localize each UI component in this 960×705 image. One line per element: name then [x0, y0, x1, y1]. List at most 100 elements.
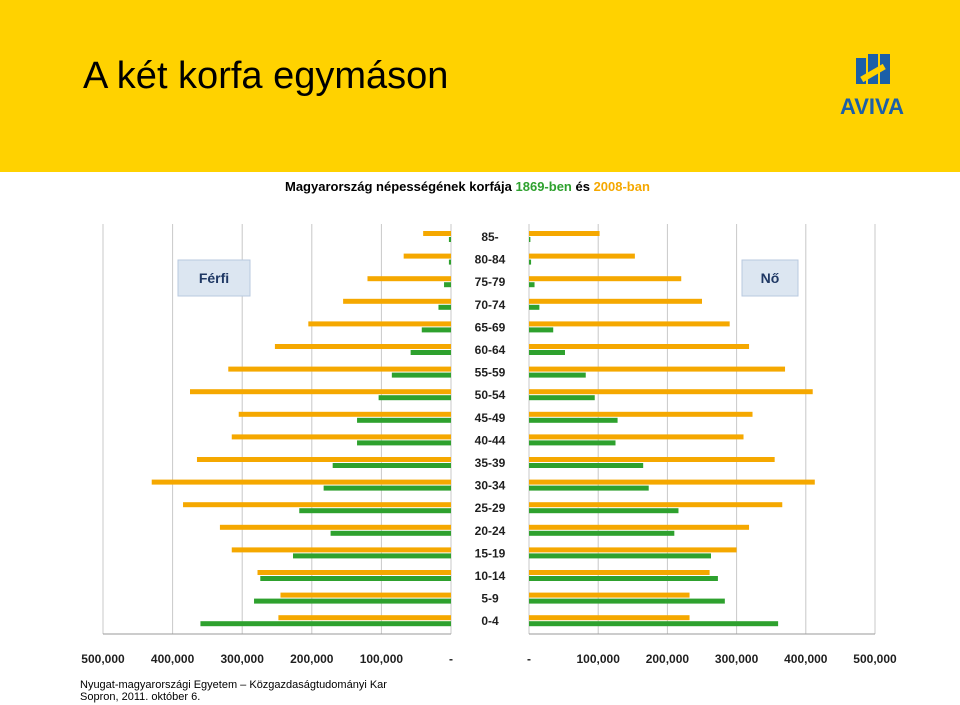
bar-1869-female-70-74 — [529, 304, 540, 310]
bar-2008-male-70-74 — [343, 298, 451, 304]
footer-institution: Nyugat-magyarországi Egyetem – Közgazdas… — [80, 679, 387, 691]
age-label: 45-49 — [475, 411, 506, 425]
bar-2008-female-40-44 — [529, 434, 744, 440]
bar-1869-female-20-24 — [529, 530, 675, 536]
chart-title: Magyarország népességének korfája 1869-b… — [285, 179, 650, 194]
x-tick-label-right: 400,000 — [784, 652, 828, 666]
bar-1869-male-40-44 — [357, 440, 451, 446]
bar-1869-male-35-39 — [332, 463, 451, 468]
x-tick-label-left: 500,000 — [81, 652, 125, 666]
bar-1869-female-85- — [529, 237, 531, 242]
bar-1869-female-15-19 — [529, 553, 711, 559]
footer-place-date: Sopron, 2011. október 6. — [80, 691, 201, 703]
bar-1869-male-45-49 — [357, 417, 451, 423]
age-label: 55-59 — [475, 366, 506, 380]
population-pyramid-chart: Magyarország népességének korfája 1869-b… — [60, 172, 920, 677]
gridlines-right — [528, 224, 876, 635]
x-tick-label-right: 300,000 — [715, 652, 759, 666]
bar-2008-male-15-19 — [231, 547, 451, 553]
bar-1869-male-30-34 — [323, 485, 451, 491]
bar-1869-female-45-49 — [529, 417, 618, 423]
bar-2008-female-85- — [529, 231, 600, 236]
bar-1869-female-35-39 — [529, 463, 644, 468]
age-label: 10-14 — [475, 569, 506, 583]
age-labels: 85- 80-84 75-79 70-74 65-69 60-64 55-59 50-54 45… — [475, 230, 506, 628]
bar-2008-male-25-29 — [183, 502, 451, 508]
x-tick-label-right: - — [527, 652, 531, 666]
bar-2008-male-60-64 — [274, 344, 451, 349]
bar-2008-female-25-29 — [529, 502, 783, 508]
bar-2008-male-35-39 — [196, 457, 451, 462]
bar-1869-female-80-84 — [529, 259, 532, 265]
male-label-box: Férfi — [177, 259, 251, 297]
x-tick-label-left: 100,000 — [360, 652, 404, 666]
chart-title-part-3: 2008-ban — [594, 179, 650, 194]
bar-1869-male-20-24 — [330, 530, 451, 536]
bar-2008-male-65-69 — [308, 321, 451, 327]
bar-2008-male-0-4 — [278, 615, 451, 621]
bar-1869-female-75-79 — [529, 282, 535, 288]
bar-2008-male-50-54 — [190, 389, 451, 395]
aviva-logo-text: AVIVA — [840, 94, 904, 119]
bar-2008-female-15-19 — [529, 547, 737, 553]
bar-2008-male-20-24 — [219, 524, 451, 530]
bar-1869-female-65-69 — [529, 327, 554, 333]
bar-2008-female-35-39 — [529, 457, 775, 462]
age-label: 20-24 — [475, 524, 506, 538]
x-tick-label-left: 400,000 — [151, 652, 195, 666]
aviva-logo: AVIVA — [840, 54, 904, 119]
bar-2008-female-0-4 — [529, 615, 690, 621]
bar-1869-male-85- — [448, 237, 451, 242]
x-tick-label-left: 300,000 — [221, 652, 265, 666]
chart-background — [60, 172, 920, 677]
slide-header: A két korfa egymáson AVIVA — [0, 0, 960, 172]
bar-1869-female-0-4 — [529, 621, 779, 627]
bar-2008-male-30-34 — [151, 479, 451, 485]
bar-1869-male-25-29 — [299, 508, 451, 514]
age-label: 5-9 — [481, 592, 499, 606]
bar-1869-male-70-74 — [438, 304, 451, 310]
bar-1869-male-65-69 — [421, 327, 451, 333]
bar-2008-male-85- — [423, 231, 451, 236]
slide-title: A két korfa egymáson — [83, 55, 449, 97]
age-label: 50-54 — [475, 388, 506, 402]
bar-2008-male-40-44 — [231, 434, 451, 440]
age-label: 70-74 — [475, 298, 506, 312]
footer: Nyugat-magyarországi Egyetem – Közgazdas… — [80, 679, 387, 703]
gridlines-left — [102, 224, 452, 635]
bar-1869-female-50-54 — [529, 395, 595, 401]
age-label: 80-84 — [475, 253, 506, 267]
bar-2008-male-10-14 — [257, 570, 451, 575]
female-label: Nő — [761, 270, 780, 286]
x-tick-label-right: 200,000 — [646, 652, 690, 666]
bar-1869-male-80-84 — [448, 259, 451, 265]
bar-1869-male-0-4 — [200, 621, 451, 627]
x-tick-label-left: - — [449, 652, 453, 666]
chart-title-part-2: és — [572, 179, 594, 194]
bar-2008-female-45-49 — [529, 411, 753, 417]
chart-title-part-0: Magyarország népességének korfája — [285, 179, 516, 194]
bar-2008-female-5-9 — [529, 592, 690, 598]
bar-2008-female-75-79 — [529, 276, 682, 282]
bar-1869-male-10-14 — [260, 576, 451, 581]
chart-title-part-1: 1869-ben — [516, 179, 572, 194]
x-tick-labels: 500,000 400,000 300,000 200,000 100,000 - - 100… — [81, 652, 897, 666]
bar-1869-female-5-9 — [529, 598, 725, 604]
age-label: 30-34 — [475, 479, 506, 493]
bar-2008-male-80-84 — [403, 253, 451, 259]
bar-2008-female-30-34 — [529, 479, 815, 485]
bar-1869-male-50-54 — [378, 395, 451, 401]
bar-2008-female-50-54 — [529, 389, 813, 395]
female-label-box: Nő — [741, 259, 799, 297]
bar-2008-female-55-59 — [529, 366, 786, 372]
bar-2008-female-10-14 — [529, 570, 710, 575]
male-label: Férfi — [199, 270, 229, 286]
x-tick-label-right: 500,000 — [853, 652, 897, 666]
bar-1869-male-5-9 — [254, 598, 451, 604]
bar-1869-female-30-34 — [529, 485, 649, 491]
bars — [151, 231, 815, 627]
bar-2008-male-45-49 — [238, 411, 451, 417]
bar-2008-female-20-24 — [529, 524, 750, 530]
bar-1869-female-55-59 — [529, 372, 586, 378]
age-label: 40-44 — [475, 433, 506, 447]
